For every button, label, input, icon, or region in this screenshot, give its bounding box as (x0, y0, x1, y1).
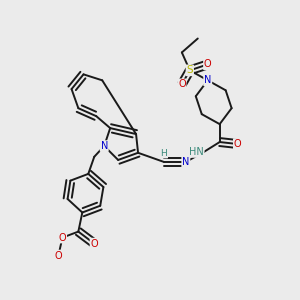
Text: S: S (187, 65, 193, 75)
Text: N: N (204, 75, 212, 85)
Text: O: O (234, 139, 242, 149)
Text: O: O (178, 79, 186, 89)
Text: O: O (204, 59, 212, 69)
Text: O: O (55, 250, 62, 260)
Text: N: N (100, 141, 108, 151)
Text: N: N (182, 157, 190, 167)
Text: O: O (58, 232, 66, 243)
Text: H: H (160, 149, 167, 158)
Text: O: O (90, 238, 98, 249)
Text: HN: HN (189, 147, 204, 157)
